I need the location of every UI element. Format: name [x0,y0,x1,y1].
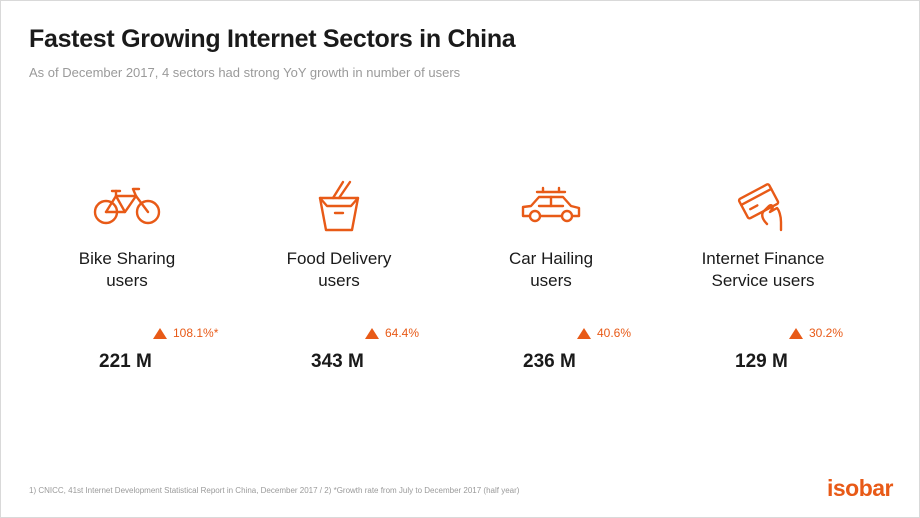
growth-rate: 108.1%* [173,326,219,340]
user-count: 236 M [523,351,576,372]
isobar-logo: isobar [826,475,894,501]
sector-label: Bike Sharing users [78,249,176,290]
up-triangle-icon [789,327,803,339]
sector-car-hailing: Car Hailing users 40.6% 236 M [451,176,651,386]
page-subtitle: As of December 2017, 4 sectors had stron… [29,65,461,80]
growth-indicator: 30.2% [789,326,843,340]
up-triangle-icon [365,327,379,339]
growth-rate: 30.2% [809,326,844,340]
sector-internet-finance: Internet Finance Service users 30.2% 129… [663,176,863,386]
user-count: 221 M [99,351,152,372]
sector-food-delivery: Food Delivery users 64.4% 343 M [239,176,439,386]
sector-bike-sharing: Bike Sharing users 108.1%* 221 M [27,176,227,386]
bicycle-icon [27,176,227,236]
sector-label: Internet Finance Service users [701,249,825,290]
up-triangle-icon [153,327,167,339]
growth-rate: 64.4% [385,326,420,340]
user-count: 343 M [311,351,364,372]
growth-indicator: 64.4% [365,326,419,340]
user-count: 129 M [735,351,788,372]
sector-label: Car Hailing users [508,249,594,290]
sector-label: Food Delivery users [286,249,392,290]
takeout-box-icon [239,176,439,236]
footnote: 1) CNICC, 41st Internet Development Stat… [29,486,520,495]
credit-card-hand-icon [663,176,863,236]
growth-indicator: 108.1%* [153,326,218,340]
up-triangle-icon [577,327,591,339]
car-icon [451,176,651,236]
growth-indicator: 40.6% [577,326,631,340]
page-title: Fastest Growing Internet Sectors in Chin… [29,25,516,53]
growth-rate: 40.6% [597,326,632,340]
